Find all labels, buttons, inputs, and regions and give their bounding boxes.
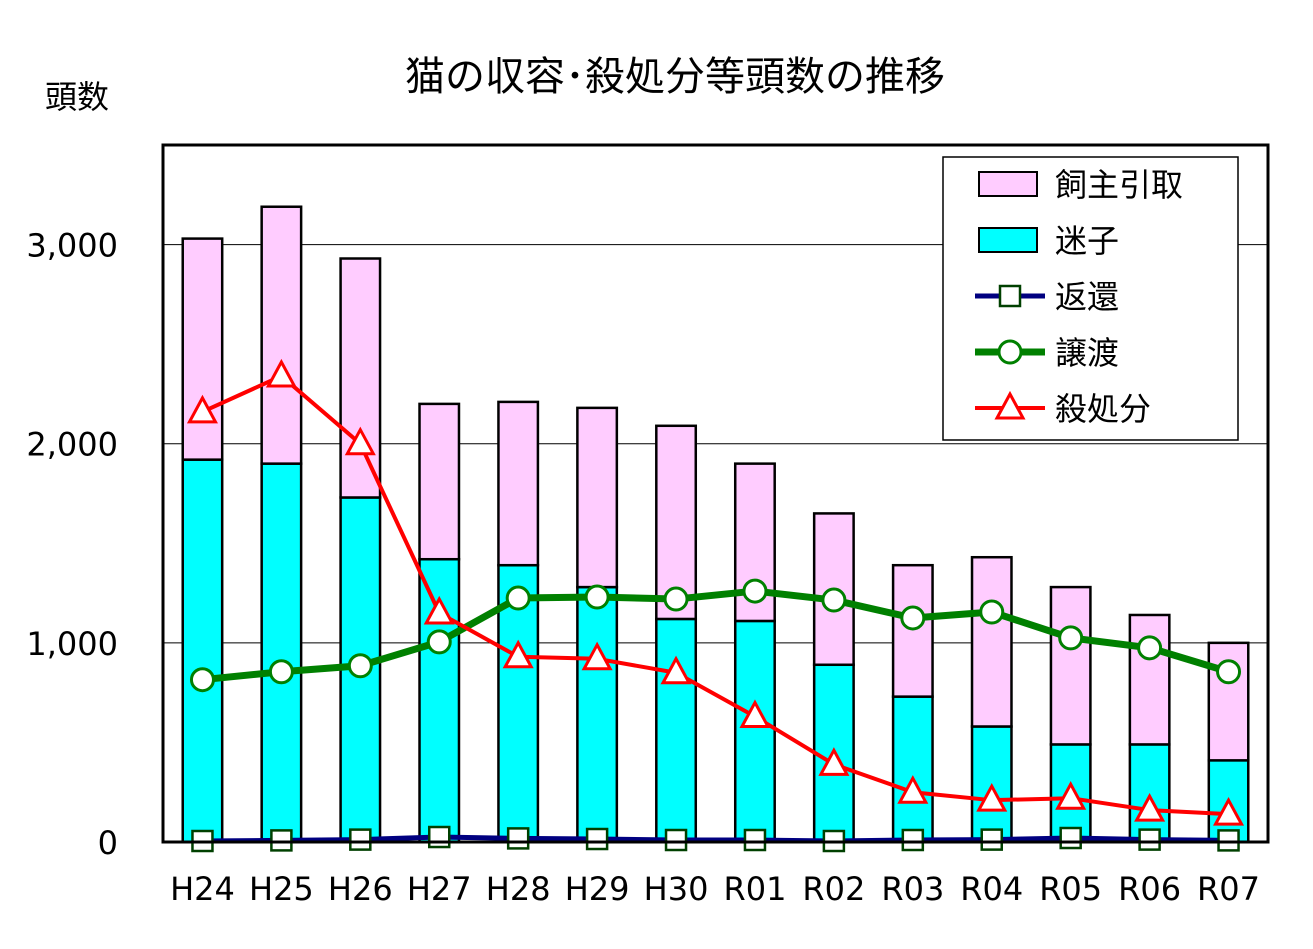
- bar-飼主引取: [576, 406, 619, 589]
- x-tick-label: R01: [723, 870, 786, 908]
- bar-飼主引取: [970, 555, 1013, 728]
- point-殺処分: [423, 595, 455, 625]
- point-殺処分: [265, 358, 297, 388]
- x-tick-label: R07: [1197, 870, 1260, 908]
- point-譲渡: [268, 659, 294, 685]
- bar-飼主引取: [1128, 613, 1171, 746]
- point-譲渡: [663, 586, 689, 612]
- line-殺処分: [201, 374, 1229, 817]
- point-殺処分: [344, 426, 376, 456]
- x-tick-label: R05: [1039, 870, 1102, 908]
- bar-飼主引取: [339, 257, 382, 499]
- legend-label: 殺処分: [1055, 390, 1151, 428]
- point-譲渡: [189, 667, 215, 693]
- legend-label: 迷子: [1055, 222, 1119, 260]
- x-tick-label: R03: [881, 870, 944, 908]
- bar-迷子: [576, 585, 619, 844]
- point-殺処分: [1213, 796, 1245, 826]
- point-殺処分: [502, 639, 534, 669]
- legend-label: 飼主引取: [1055, 166, 1183, 204]
- line-返還: [202, 834, 1229, 844]
- legend-label: 譲渡: [1055, 334, 1119, 372]
- x-tick-label: H26: [328, 870, 393, 908]
- point-返還: [1217, 829, 1240, 852]
- point-殺処分: [976, 783, 1008, 812]
- bar-飼主引取: [497, 400, 540, 567]
- x-tick-label: H28: [486, 870, 551, 908]
- y-tick-label: 2,000: [26, 426, 118, 464]
- plot-area: 0 1,000 2,000 3,000 H24 H25 H26 H27 H28 H29 H30 R01…: [26, 143, 1270, 908]
- y-tick-label: 3,000: [26, 227, 118, 265]
- bar-飼主引取: [181, 237, 224, 461]
- x-tick-label: R02: [802, 870, 865, 908]
- point-返還: [585, 827, 609, 851]
- legend-marker-譲渡: [997, 339, 1023, 365]
- legend-marker-返還: [998, 284, 1022, 308]
- y-tick-label: 0: [98, 824, 118, 862]
- legend-marker-殺処分: [994, 390, 1026, 420]
- point-譲渡: [584, 584, 610, 610]
- x-tick-label: H29: [565, 870, 630, 908]
- y-tick-label: 1,000: [26, 625, 118, 663]
- x-tick-label: H27: [407, 870, 472, 908]
- x-tick-label: R06: [1118, 870, 1181, 908]
- point-返還: [1138, 828, 1161, 851]
- point-殺処分: [186, 394, 218, 424]
- x-tick-label: H30: [644, 870, 709, 908]
- point-返還: [743, 828, 767, 852]
- bar-飼主引取: [891, 563, 934, 698]
- y-axis-label: 頭数: [45, 78, 109, 116]
- point-殺処分: [818, 747, 850, 776]
- legend-label: 返還: [1055, 278, 1119, 316]
- point-返還: [664, 828, 688, 852]
- point-返還: [980, 828, 1003, 851]
- legend-swatch-飼主引取: [978, 171, 1038, 197]
- point-譲渡: [742, 578, 768, 604]
- bar-迷子: [733, 619, 776, 844]
- line-譲渡: [202, 587, 1230, 684]
- x-tick-label: H25: [249, 870, 314, 908]
- point-譲渡: [347, 653, 373, 679]
- point-返還: [270, 829, 293, 852]
- point-殺処分: [897, 775, 929, 804]
- bar-飼主引取: [418, 402, 461, 561]
- point-譲渡: [426, 629, 452, 655]
- point-譲渡: [821, 587, 847, 613]
- bar-迷子: [655, 617, 698, 844]
- point-譲渡: [505, 585, 531, 611]
- bar-迷子: [891, 695, 934, 844]
- plot-frame: [161, 143, 1270, 844]
- point-譲渡: [900, 605, 926, 631]
- point-殺処分: [660, 655, 692, 685]
- bar-迷子: [181, 458, 224, 844]
- x-tick-label: H24: [170, 870, 235, 908]
- point-殺処分: [1055, 781, 1087, 810]
- point-返還: [506, 827, 530, 850]
- chart-title: 猫の収容･殺処分等頭数の推移: [405, 54, 945, 100]
- point-譲渡: [1216, 659, 1242, 685]
- point-殺処分: [581, 641, 613, 671]
- point-譲渡: [1137, 635, 1163, 661]
- point-返還: [1059, 826, 1082, 850]
- point-返還: [349, 828, 372, 851]
- bar-飼主引取: [1049, 585, 1092, 746]
- point-殺処分: [739, 699, 771, 729]
- bar-飼主引取: [260, 205, 303, 465]
- point-返還: [428, 825, 451, 849]
- legend-swatch-迷子: [978, 227, 1038, 253]
- point-譲渡: [1058, 625, 1084, 651]
- x-tick-label: R04: [960, 870, 1023, 908]
- point-譲渡: [979, 599, 1005, 625]
- point-殺処分: [1134, 792, 1166, 822]
- point-返還: [901, 828, 925, 852]
- bar-迷子: [260, 462, 303, 844]
